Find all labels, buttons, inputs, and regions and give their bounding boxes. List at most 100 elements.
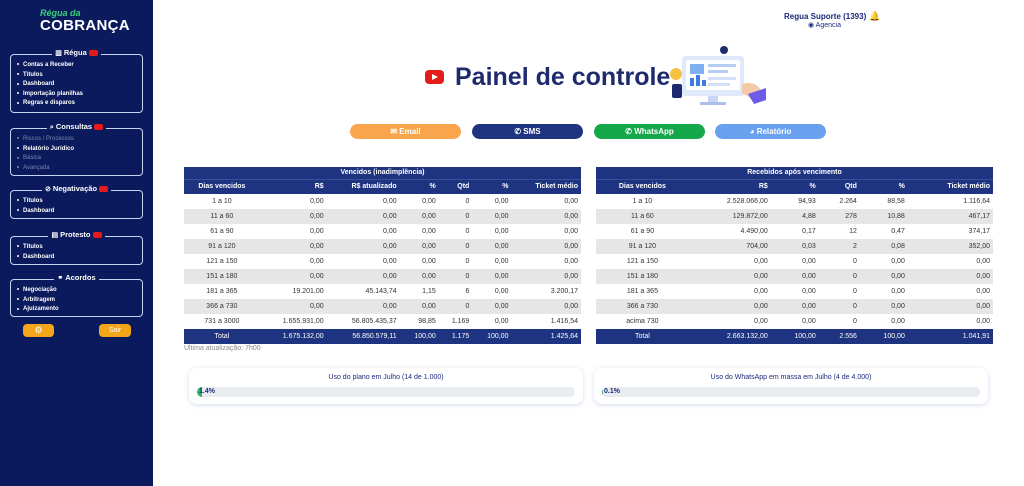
table-cell: 0,00	[399, 269, 439, 284]
table-row: 91 a 120 0,00 0,00 0,00 0 0,00 0,00	[184, 239, 581, 254]
sidebar-item-protesto-titulos[interactable]: Títulos	[17, 243, 136, 253]
table-row: 121 a 150 0,00 0,00 0,00 0 0,00 0,00	[184, 254, 581, 269]
table-cell: 12	[818, 224, 860, 239]
table-cell: 129.872,00	[688, 209, 771, 224]
table-cell: 0,00	[326, 299, 400, 314]
total-cell: 100,00	[472, 329, 512, 344]
sidebar-item-ajuizamento[interactable]: Ajuizamento	[17, 305, 136, 315]
whatsapp-usage-percent: 0.1%	[604, 388, 620, 395]
sidebar-item-basica[interactable]: Básica	[17, 154, 136, 164]
youtube-icon[interactable]	[92, 232, 102, 239]
table-cell: 467,17	[907, 209, 993, 224]
table-cell: 0,00	[511, 254, 581, 269]
youtube-icon[interactable]	[94, 124, 104, 131]
agency-link[interactable]: ◉ Agencia	[808, 21, 841, 29]
table-cell: 2.264	[818, 194, 860, 209]
table-row: 121 a 150 0,00 0,00 0 0,00 0,00	[596, 254, 993, 269]
user-menu[interactable]: Regua Suporte (1393) 🔔	[784, 11, 880, 22]
logo[interactable]: Régua da COBRANÇA	[40, 9, 130, 34]
table-row: 11 a 60 0,00 0,00 0,00 0 0,00 0,00	[184, 209, 581, 224]
table-cell: 0,00	[770, 254, 819, 269]
table-cell: 2	[818, 239, 860, 254]
table-cell: 0,00	[859, 254, 908, 269]
youtube-icon[interactable]	[88, 50, 98, 57]
email-button[interactable]: ✉ Email	[350, 124, 461, 139]
sidebar-item-regras[interactable]: Regras e disparos	[17, 99, 136, 109]
chat-icon: ✆	[514, 127, 522, 136]
table-cell: 0,00	[259, 254, 327, 269]
youtube-icon[interactable]	[99, 186, 109, 193]
chart-icon: ▥	[55, 50, 62, 57]
plan-usage-bar: 1.4%	[197, 387, 575, 397]
table-cell: 1 a 10	[596, 194, 689, 209]
sidebar-item-importacao[interactable]: Importação planilhas	[17, 90, 136, 100]
table-cell: 0,00	[472, 194, 512, 209]
column-header: R$	[259, 179, 327, 194]
table-cell: 0,00	[472, 314, 512, 329]
sidebar-item-protesto-dashboard[interactable]: Dashboard	[17, 253, 136, 263]
table-cell: 91 a 120	[184, 239, 260, 254]
table-cell: 0,00	[907, 284, 993, 299]
table-cell: 704,00	[688, 239, 771, 254]
table-row: 91 a 120 704,00 0,03 2 0,08 352,00	[596, 239, 993, 254]
table-cell: 6	[438, 284, 473, 299]
bell-icon[interactable]: 🔔	[869, 11, 881, 21]
sidebar-item-avancada[interactable]: Avançada	[17, 164, 136, 174]
table-cell: 0,00	[259, 209, 327, 224]
whatsapp-usage-bar: 0.1%	[602, 387, 980, 397]
table-cell: 45.143,74	[326, 284, 400, 299]
handshake-icon: ⚭	[57, 275, 64, 282]
sms-button[interactable]: ✆ SMS	[472, 124, 583, 139]
sidebar-item-dashboard[interactable]: Dashboard	[17, 80, 136, 90]
youtube-icon[interactable]	[425, 70, 444, 84]
sidebar-item-contas[interactable]: Contas a Receber	[17, 61, 136, 71]
group-title-protesto: Protesto	[60, 230, 91, 239]
group-title-consultas: Consultas	[55, 122, 93, 131]
vencidos-caption: Vencidos (inadimplência)	[184, 167, 581, 180]
group-title-negativacao: Negativação	[52, 184, 98, 193]
table-cell: 0,00	[688, 284, 771, 299]
table-cell: 0	[438, 224, 473, 239]
table-cell: 0,00	[399, 224, 439, 239]
vencidos-table: Vencidos (inadimplência) Dias vencidos R$…	[184, 167, 581, 344]
total-cell: 2.556	[818, 329, 860, 344]
table-cell: 0,00	[399, 209, 439, 224]
table-cell: 56.805.435,37	[326, 314, 400, 329]
table-cell: 0,00	[907, 269, 993, 284]
table-cell: 0,00	[511, 239, 581, 254]
table-cell: 0,00	[770, 269, 819, 284]
settings-button[interactable]: ⚙	[23, 324, 54, 337]
report-button[interactable]: ◕ Relatório	[715, 124, 826, 139]
column-header: %	[770, 179, 819, 194]
table-cell: 0,00	[472, 254, 512, 269]
table-cell: 0,00	[326, 194, 400, 209]
table-cell: 0,00	[859, 269, 908, 284]
whatsapp-icon: ✆	[625, 127, 632, 136]
sidebar-item-riscos[interactable]: Riscos / Processos	[17, 135, 136, 145]
user-icon: ◉	[808, 22, 815, 29]
group-protesto: ▤ Protesto Títulos Dashboard	[10, 230, 143, 265]
sidebar-item-negativacao-dashboard[interactable]: Dashboard	[17, 207, 136, 217]
table-cell: 11 a 60	[596, 209, 689, 224]
total-cell: 56.850.579,11	[326, 329, 400, 344]
sidebar-item-negociacao[interactable]: Negociação	[17, 286, 136, 296]
group-title-acordos: Acordos	[65, 273, 96, 282]
table-cell: 121 a 150	[184, 254, 260, 269]
plan-usage-fill	[197, 387, 203, 397]
table-cell: 366 a 730	[596, 299, 689, 314]
table-cell: 94,93	[770, 194, 819, 209]
total-row: Total 1.675.132,00 56.850.579,11 100,00 1.17…	[184, 329, 581, 344]
sidebar-item-arbitragem[interactable]: Arbitragem	[17, 296, 136, 306]
table-cell: 0,00	[770, 314, 819, 329]
logout-button[interactable]: Sair	[99, 324, 131, 337]
recebidos-caption: Recebidos após vencimento	[596, 167, 993, 180]
table-cell: 0,00	[326, 254, 400, 269]
sidebar-item-titulos[interactable]: Títulos	[17, 71, 136, 81]
page-title: Painel de controle	[455, 63, 671, 91]
dashboard-illustration	[670, 46, 766, 105]
last-updated: Última atualização: 7h00	[184, 345, 261, 352]
sidebar-item-relatorio-juridico[interactable]: Relatório Jurídico	[17, 145, 136, 155]
whatsapp-button[interactable]: ✆ WhatsApp	[594, 124, 705, 139]
sidebar-item-negativacao-titulos[interactable]: Títulos	[17, 197, 136, 207]
table-row: 181 a 365 19.201,00 45.143,74 1,15 6 0,00 3.20…	[184, 284, 581, 299]
